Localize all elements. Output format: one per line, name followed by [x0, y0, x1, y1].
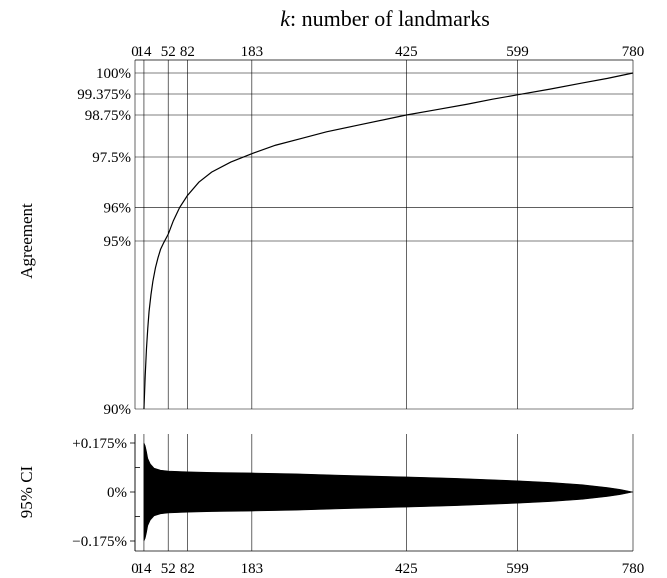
chart-title: k: number of landmarks	[280, 6, 490, 31]
top-y-tick-label: 96%	[104, 200, 132, 216]
agreement-line	[143, 72, 634, 410]
agreement-chart: 014 52 82 183 425 599 780 90% 95% 96% 97.5% 98.75% 9…	[77, 44, 644, 418]
ci-band	[143, 442, 634, 542]
ci-chart: 014 52 82 183 425 599 780 −0.175% 0% +0.175%	[72, 434, 644, 577]
top-x-tick-label: 183	[241, 44, 264, 60]
agreement-axis-title: Agreement	[17, 203, 36, 279]
bottom-x-tick-label: 780	[622, 561, 645, 577]
bottom-x-tick-label: 14	[136, 561, 152, 577]
bottom-x-tick-label: 183	[241, 561, 264, 577]
top-x-tick-label: 599	[506, 44, 529, 60]
top-x-tick-label: 780	[622, 44, 645, 60]
bottom-x-tick-label: 82	[180, 561, 195, 577]
top-x-tick-label: 0	[131, 44, 139, 60]
ci-axis-title: 95% CI	[17, 465, 36, 518]
top-x-tick-label: 52	[161, 44, 176, 60]
bottom-x-tick-label: 425	[395, 561, 418, 577]
top-y-tick-label: 90%	[104, 402, 132, 418]
top-y-tick-label: 95%	[104, 234, 132, 250]
top-x-tick-label: 14	[136, 44, 152, 60]
top-y-tick-label: 97.5%	[92, 150, 131, 166]
bottom-y-tick-label: 0%	[107, 485, 127, 501]
top-y-tick-label: 100%	[96, 66, 131, 82]
top-y-tick-label: 98.75%	[85, 108, 131, 124]
top-x-tick-label: 82	[180, 44, 195, 60]
bottom-y-tick-label: +0.175%	[72, 436, 127, 452]
bottom-x-tick-label: 52	[161, 561, 176, 577]
bottom-y-tick-label: −0.175%	[72, 534, 127, 550]
bottom-x-tick-label: 599	[506, 561, 529, 577]
top-x-tick-label: 425	[395, 44, 418, 60]
top-y-tick-label: 99.375%	[77, 87, 131, 103]
bottom-x-tick-label: 0	[131, 561, 139, 577]
